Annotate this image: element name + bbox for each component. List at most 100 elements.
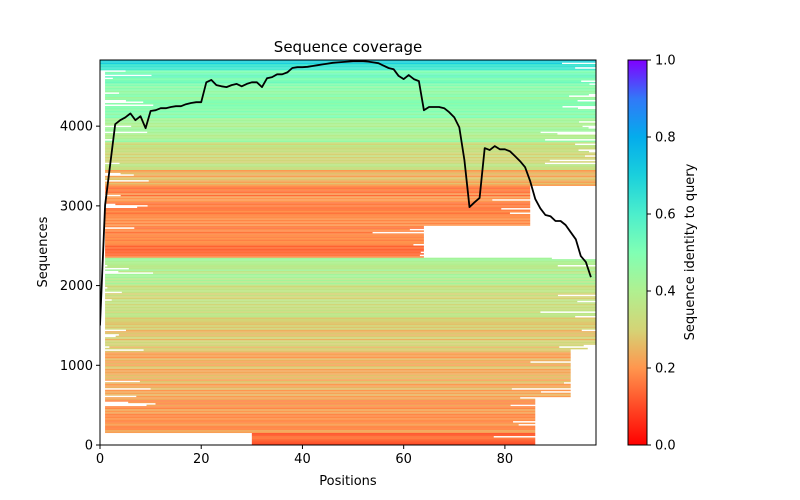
alignment-row xyxy=(105,332,596,335)
alignment-row xyxy=(105,373,571,375)
alignment-row xyxy=(105,263,596,266)
alignment-row xyxy=(105,300,578,303)
alignment-row xyxy=(105,230,424,232)
alignment-row xyxy=(105,98,596,100)
alignment-row xyxy=(105,309,596,312)
alignment-row xyxy=(105,81,596,84)
alignment-row xyxy=(153,104,596,107)
alignment-row xyxy=(105,110,596,113)
alignment-row xyxy=(251,436,494,438)
alignment-row xyxy=(105,146,596,148)
alignment-row xyxy=(105,212,510,214)
alignment-row xyxy=(125,99,578,102)
alignment-row xyxy=(105,200,531,203)
alignment-row xyxy=(105,257,552,260)
alignment-row xyxy=(148,180,596,182)
alignment-row xyxy=(105,392,571,395)
alignment-row xyxy=(105,269,596,271)
alignment-row xyxy=(105,247,424,249)
alignment-row xyxy=(105,273,596,276)
alignment-row xyxy=(105,122,596,125)
alignment-row xyxy=(105,318,596,321)
alignment-row xyxy=(105,165,596,168)
alignment-row xyxy=(105,87,596,90)
alignment-row xyxy=(105,256,424,258)
alignment-row xyxy=(105,191,531,194)
y-tick-label: 3000 xyxy=(60,199,93,214)
alignment-row xyxy=(105,185,531,188)
alignment-row xyxy=(109,346,560,348)
colorbar-label: Sequence identity to query xyxy=(683,163,698,340)
alignment-row xyxy=(105,109,596,111)
y-tick-label: 0 xyxy=(85,439,93,454)
alignment-row xyxy=(105,216,531,219)
alignment-row xyxy=(105,362,571,365)
alignment-row xyxy=(105,284,596,286)
alignment-row xyxy=(105,418,536,420)
alignment-row xyxy=(143,349,571,351)
alignment-row xyxy=(105,140,596,143)
alignment-row xyxy=(153,272,596,274)
alignment-row xyxy=(105,137,596,140)
alignment-row xyxy=(105,262,596,264)
colorbar-tick-label: 0.6 xyxy=(655,208,676,223)
alignment-row xyxy=(105,121,580,123)
alignment-row xyxy=(120,172,596,175)
alignment-row xyxy=(105,297,596,300)
alignment-row xyxy=(105,389,571,392)
alignment-row xyxy=(105,353,571,356)
alignment-row xyxy=(105,259,596,261)
alignment-row xyxy=(105,218,531,220)
alignment-row xyxy=(105,352,571,354)
alignment-row xyxy=(105,367,571,369)
alignment-row xyxy=(105,164,596,166)
alignment-row xyxy=(105,317,596,319)
alignment-row xyxy=(105,419,536,422)
alignment-row xyxy=(251,443,536,445)
alignment-row xyxy=(105,142,596,144)
alignment-row xyxy=(105,410,536,413)
alignment-row xyxy=(136,395,571,398)
alignment-row xyxy=(105,260,596,263)
colorbar-tick-label: 0.2 xyxy=(655,362,676,377)
alignment-row xyxy=(105,242,424,245)
x-axis-label: Positions xyxy=(319,474,377,489)
alignment-row xyxy=(105,119,596,122)
alignment-row xyxy=(105,343,596,345)
alignment-row xyxy=(105,147,596,150)
alignment-row xyxy=(105,76,596,78)
alignment-row xyxy=(105,79,596,81)
alignment-row xyxy=(105,253,424,255)
alignment-row xyxy=(105,275,596,277)
colorbar-ticks: 0.0 0.2 0.4 0.6 0.8 1.0 xyxy=(647,54,676,454)
alignment-row xyxy=(105,187,531,189)
alignment-row xyxy=(105,406,536,408)
x-tick-label: 60 xyxy=(395,452,412,467)
alignment-row xyxy=(105,311,541,313)
alignment-row xyxy=(105,294,558,297)
alignment-row xyxy=(105,143,576,146)
x-tick-label: 20 xyxy=(193,452,210,467)
alignment-row xyxy=(105,386,571,389)
alignment-row xyxy=(105,161,596,163)
chart-title: Sequence coverage xyxy=(274,38,422,56)
plot-frame xyxy=(99,59,597,446)
alignment-row xyxy=(105,245,424,248)
alignment-row xyxy=(105,337,596,339)
alignment-row xyxy=(147,131,541,134)
colorbar-tick-label: 1.0 xyxy=(655,54,676,69)
x-tick-label: 80 xyxy=(497,452,514,467)
alignment-row xyxy=(251,439,536,441)
alignment-row xyxy=(105,376,571,378)
alignment-row xyxy=(105,190,531,192)
alignment-row xyxy=(105,219,531,222)
alignment-row xyxy=(251,437,536,440)
alignment-row xyxy=(105,188,531,191)
alignment-row xyxy=(105,228,410,231)
alignment-row xyxy=(105,293,596,295)
alignment-row xyxy=(128,267,596,270)
alignment-row xyxy=(105,155,585,157)
alignment-row xyxy=(105,312,596,315)
alignment-row xyxy=(105,145,596,147)
